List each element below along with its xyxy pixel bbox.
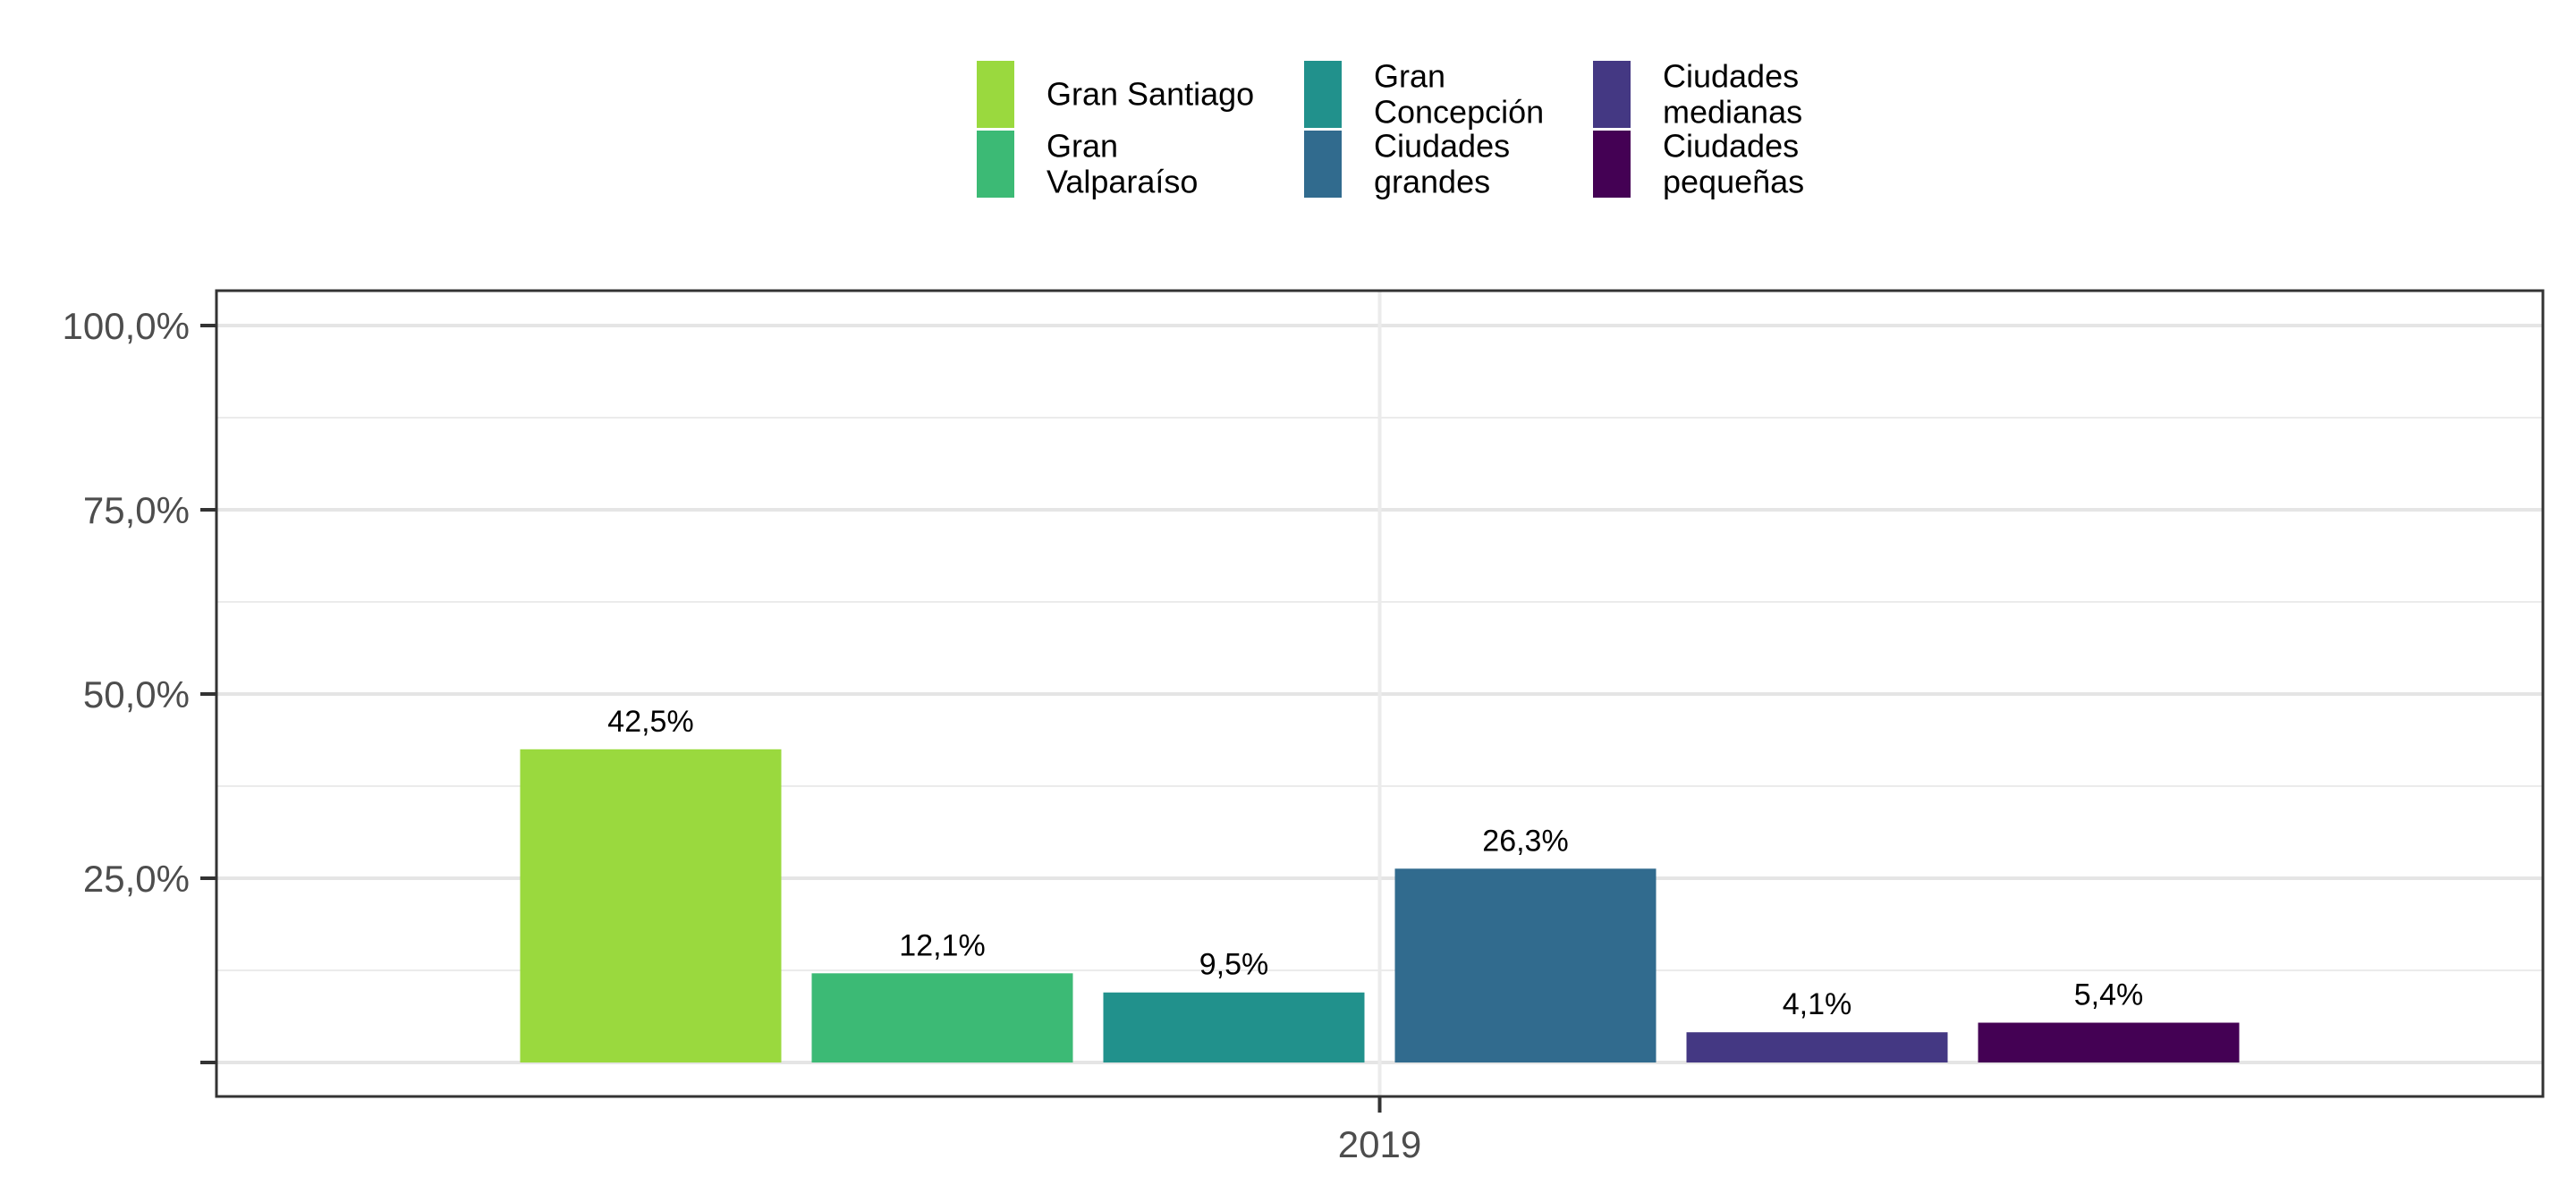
data-label: 5,4%: [2074, 978, 2144, 1012]
legend-key: [1304, 61, 1342, 128]
data-label: 12,1%: [899, 928, 985, 962]
data-label: 42,5%: [607, 705, 693, 739]
legend-label: Gran Valparaíso: [1046, 128, 1198, 200]
y-tick-label: 25,0%: [83, 858, 190, 900]
legend-key: [1304, 131, 1342, 198]
legend-label: Ciudades medianas: [1663, 58, 1802, 131]
bar: [1103, 992, 1365, 1062]
legend-key: [1593, 131, 1631, 198]
y-tick-label: 100,0%: [63, 305, 190, 347]
bar: [1686, 1032, 1948, 1062]
bar: [1978, 1022, 2240, 1062]
legend-label: Gran Santiago: [1046, 76, 1254, 113]
y-tick-label: 50,0%: [83, 673, 190, 715]
data-label: 9,5%: [1199, 948, 1269, 982]
bar: [520, 749, 782, 1062]
legend-label: Gran Concepción: [1374, 58, 1544, 131]
y-tick-label: 75,0%: [83, 489, 190, 531]
plot-area: 42,5% 12,1% 9,5% 26,3% 4,1% 5,4% 25,0% 50,0% 75,…: [63, 289, 2545, 1165]
legend-key: [977, 131, 1014, 198]
legend: Gran Santiago Gran Valparaíso Gran Concepció…: [977, 58, 1804, 200]
data-label: 4,1%: [1783, 987, 1852, 1021]
data-label: 26,3%: [1482, 824, 1568, 858]
legend-label: Ciudades pequeñas: [1663, 128, 1804, 200]
bar: [1394, 868, 1657, 1062]
legend-key: [1593, 61, 1631, 128]
bar: [811, 973, 1073, 1062]
legend-label: Ciudades grandes: [1374, 128, 1510, 200]
x-tick-label: 2019: [1338, 1123, 1421, 1165]
legend-key: [977, 61, 1014, 128]
